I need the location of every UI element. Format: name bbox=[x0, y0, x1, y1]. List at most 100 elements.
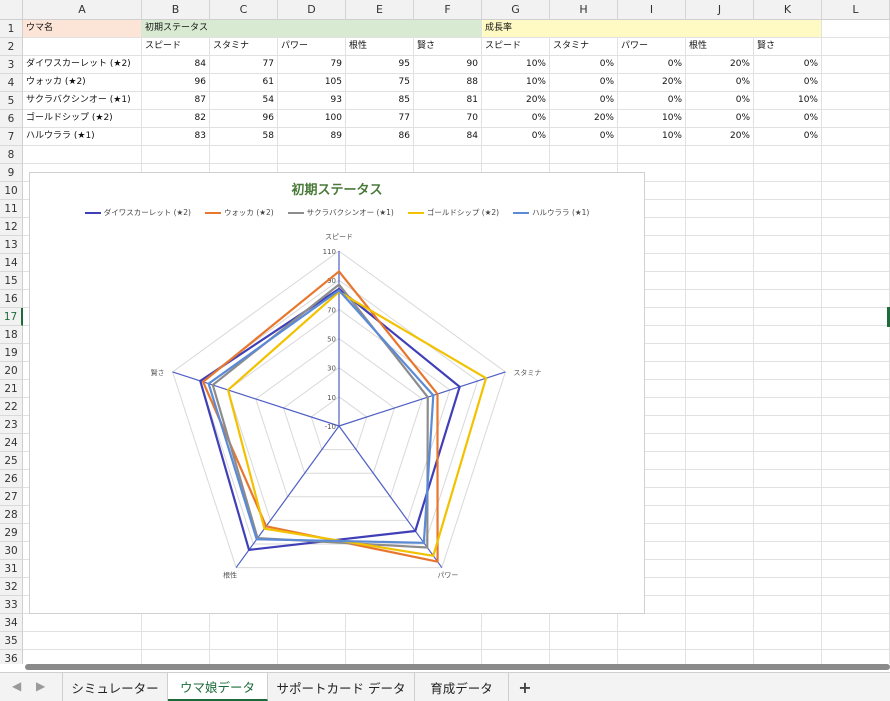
row-header-7[interactable]: 7 bbox=[0, 128, 23, 146]
grid-cell[interactable] bbox=[754, 614, 822, 632]
grid-cell[interactable] bbox=[142, 650, 210, 664]
grid-cell[interactable] bbox=[822, 56, 890, 74]
growth-rate-cell[interactable]: 0% bbox=[618, 56, 686, 74]
grid-cell[interactable] bbox=[822, 236, 890, 254]
header-initial-status[interactable]: 初期ステータス bbox=[142, 20, 482, 38]
grid-cell[interactable] bbox=[754, 236, 822, 254]
growth-rate-cell[interactable]: 10% bbox=[482, 56, 550, 74]
grid-cell[interactable] bbox=[754, 182, 822, 200]
header-growth-rate[interactable]: 成長率 bbox=[482, 20, 822, 38]
growth-rate-cell[interactable]: 0% bbox=[482, 128, 550, 146]
row-header-1[interactable]: 1 bbox=[0, 20, 23, 38]
grid-cell[interactable] bbox=[550, 650, 618, 664]
grid-cell[interactable] bbox=[754, 164, 822, 182]
initial-stat-cell[interactable]: 58 bbox=[210, 128, 278, 146]
initial-stat-cell[interactable]: 96 bbox=[142, 74, 210, 92]
grid-cell[interactable] bbox=[754, 470, 822, 488]
grid-cell[interactable] bbox=[686, 470, 754, 488]
initial-stat-cell[interactable]: 105 bbox=[278, 74, 346, 92]
initial-stat-cell[interactable]: 75 bbox=[346, 74, 414, 92]
initial-stat-cell[interactable]: 90 bbox=[414, 56, 482, 74]
grid-cell[interactable] bbox=[618, 344, 686, 362]
grid-cell[interactable] bbox=[754, 344, 822, 362]
grid-cell[interactable] bbox=[686, 200, 754, 218]
initial-stat-cell[interactable]: 77 bbox=[346, 110, 414, 128]
grid-cell[interactable] bbox=[142, 146, 210, 164]
grid-cell[interactable] bbox=[822, 290, 890, 308]
growth-rate-cell[interactable]: 0% bbox=[482, 110, 550, 128]
grid-cell[interactable] bbox=[482, 614, 550, 632]
grid-cell[interactable] bbox=[822, 506, 890, 524]
grid-cell[interactable] bbox=[754, 200, 822, 218]
growth-rate-cell[interactable]: 0% bbox=[550, 74, 618, 92]
grid-cell[interactable] bbox=[754, 362, 822, 380]
tab-uma-data[interactable]: ウマ娘データ bbox=[168, 673, 268, 701]
row-header-5[interactable]: 5 bbox=[0, 92, 23, 110]
grid-cell[interactable] bbox=[618, 560, 686, 578]
select-all-corner[interactable] bbox=[0, 0, 23, 20]
growth-rate-cell[interactable]: 20% bbox=[550, 110, 618, 128]
uma-name-cell[interactable]: ハルウララ (★1) bbox=[23, 128, 142, 146]
grid-cell[interactable] bbox=[618, 362, 686, 380]
grid-cell[interactable] bbox=[414, 650, 482, 664]
grid-cell[interactable] bbox=[618, 578, 686, 596]
grid-cell[interactable] bbox=[754, 452, 822, 470]
grid-cell[interactable] bbox=[754, 416, 822, 434]
subheader-5[interactable]: スピード bbox=[482, 38, 550, 56]
row-header-30[interactable]: 30 bbox=[0, 542, 23, 560]
subheader-1[interactable]: スタミナ bbox=[210, 38, 278, 56]
grid-cell[interactable] bbox=[822, 182, 890, 200]
initial-stat-cell[interactable]: 84 bbox=[142, 56, 210, 74]
row-header-26[interactable]: 26 bbox=[0, 470, 23, 488]
uma-name-cell[interactable]: ゴールドシップ (★2) bbox=[23, 110, 142, 128]
grid-cell[interactable] bbox=[618, 326, 686, 344]
grid-cell[interactable] bbox=[482, 650, 550, 664]
grid-cell[interactable] bbox=[618, 290, 686, 308]
tab-support-card-data[interactable]: サポートカード データ bbox=[268, 673, 415, 701]
grid-cell[interactable] bbox=[550, 632, 618, 650]
grid-cell[interactable] bbox=[822, 254, 890, 272]
column-header-C[interactable]: C bbox=[210, 0, 278, 20]
grid-cell[interactable] bbox=[754, 254, 822, 272]
subheader-0[interactable]: スピード bbox=[142, 38, 210, 56]
grid-cell[interactable] bbox=[278, 632, 346, 650]
chevron-left-icon[interactable]: ◀ bbox=[12, 679, 22, 693]
grid-cell[interactable] bbox=[618, 452, 686, 470]
grid-cell[interactable] bbox=[618, 542, 686, 560]
column-header-A[interactable]: A bbox=[23, 0, 142, 20]
grid-cell[interactable] bbox=[618, 182, 686, 200]
initial-stat-cell[interactable]: 96 bbox=[210, 110, 278, 128]
grid-cell[interactable] bbox=[278, 650, 346, 664]
initial-stat-cell[interactable]: 79 bbox=[278, 56, 346, 74]
row-header-22[interactable]: 22 bbox=[0, 398, 23, 416]
row-header-32[interactable]: 32 bbox=[0, 578, 23, 596]
grid-cell[interactable] bbox=[618, 524, 686, 542]
grid-cell[interactable] bbox=[822, 650, 890, 664]
grid-cell[interactable] bbox=[23, 146, 142, 164]
grid-cell[interactable] bbox=[754, 146, 822, 164]
row-header-36[interactable]: 36 bbox=[0, 650, 23, 664]
subheader-7[interactable]: パワー bbox=[618, 38, 686, 56]
grid-cell[interactable] bbox=[754, 488, 822, 506]
uma-name-cell[interactable]: サクラバクシンオー (★1) bbox=[23, 92, 142, 110]
grid-cell[interactable] bbox=[822, 398, 890, 416]
grid-cell[interactable] bbox=[618, 200, 686, 218]
plus-icon[interactable]: + bbox=[518, 677, 532, 697]
grid-cell[interactable] bbox=[754, 632, 822, 650]
growth-rate-cell[interactable]: 10% bbox=[618, 110, 686, 128]
growth-rate-cell[interactable]: 10% bbox=[754, 92, 822, 110]
row-header-33[interactable]: 33 bbox=[0, 596, 23, 614]
initial-stat-cell[interactable]: 85 bbox=[346, 92, 414, 110]
grid-cell[interactable] bbox=[686, 290, 754, 308]
grid-cell[interactable] bbox=[482, 146, 550, 164]
column-header-B[interactable]: B bbox=[142, 0, 210, 20]
initial-stat-cell[interactable]: 100 bbox=[278, 110, 346, 128]
grid-cell[interactable] bbox=[754, 290, 822, 308]
initial-stat-cell[interactable]: 83 bbox=[142, 128, 210, 146]
row-header-13[interactable]: 13 bbox=[0, 236, 23, 254]
subheader-6[interactable]: スタミナ bbox=[550, 38, 618, 56]
grid-cell[interactable] bbox=[754, 578, 822, 596]
header-uma-name[interactable]: ウマ名 bbox=[23, 20, 142, 38]
grid-cell[interactable] bbox=[822, 380, 890, 398]
grid-cell[interactable] bbox=[686, 578, 754, 596]
